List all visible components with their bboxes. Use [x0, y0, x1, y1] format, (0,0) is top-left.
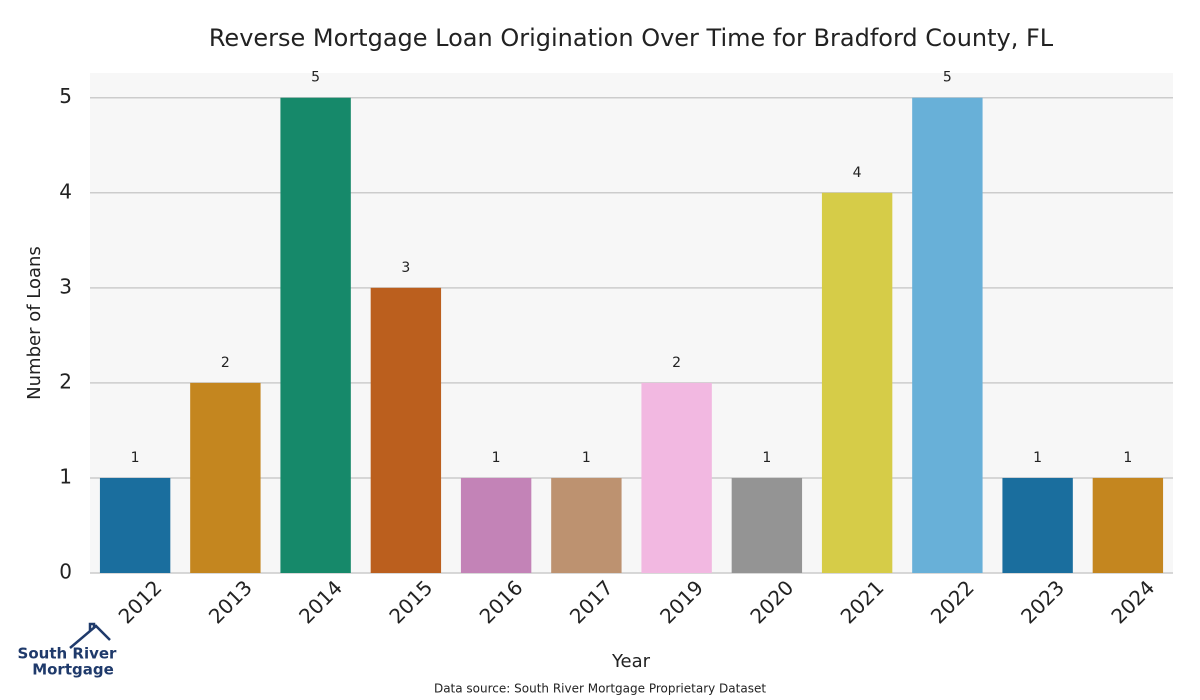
bar: [912, 97, 983, 573]
x-axis-label: Year: [611, 651, 651, 672]
x-tick-label: 2015: [384, 575, 437, 628]
x-tick-label: 2012: [114, 575, 167, 628]
bar: [1002, 477, 1073, 573]
data-label: 2: [221, 355, 230, 371]
data-label: 5: [943, 70, 952, 86]
y-tick-label: 1: [59, 464, 72, 488]
bar: [821, 192, 893, 574]
data-label: 1: [762, 450, 771, 466]
data-label: 1: [492, 450, 501, 466]
plot-background: [90, 73, 1173, 573]
bar: [280, 97, 351, 573]
source-note: Data source: South River Mortgage Propri…: [434, 682, 766, 696]
x-tick-label: 2016: [475, 575, 528, 628]
x-tick-label: 2020: [745, 575, 798, 628]
chart-title: Reverse Mortgage Loan Origination Over T…: [209, 24, 1054, 52]
data-label: 1: [1123, 450, 1132, 466]
bar: [99, 477, 171, 573]
bar: [190, 382, 261, 573]
data-label: 1: [1033, 450, 1042, 466]
x-tick-label: 2017: [565, 575, 618, 628]
bar: [641, 382, 712, 573]
x-tick-label: 2024: [1106, 575, 1159, 628]
bar: [370, 287, 442, 573]
x-tick-label: 2021: [836, 575, 889, 628]
y-tick-label: 3: [59, 274, 72, 298]
y-tick-label: 0: [59, 560, 72, 584]
logo-text: South River: [18, 645, 118, 663]
bar: [731, 477, 803, 573]
x-tick-label: 2022: [926, 575, 979, 628]
y-tick-label: 5: [59, 84, 72, 108]
logo: South River Mortgage: [18, 622, 118, 679]
logo-roof: [69, 622, 111, 649]
y-axis-label: Number of Loans: [24, 246, 45, 400]
data-label: 1: [131, 450, 140, 466]
x-tick-label: 2019: [655, 575, 708, 628]
y-tick-label: 4: [59, 179, 72, 203]
bar: [460, 477, 532, 573]
y-tick-label: 2: [59, 369, 72, 393]
x-tick-label: 2023: [1016, 575, 1069, 628]
data-label: 1: [582, 450, 591, 466]
data-label: 5: [311, 70, 320, 86]
bar: [551, 477, 622, 573]
data-label: 3: [401, 260, 410, 276]
data-label: 4: [853, 165, 862, 181]
data-label: 2: [672, 355, 681, 371]
logo-text: Mortgage: [32, 661, 114, 679]
x-tick-label: 2014: [294, 575, 347, 628]
x-tick-label: 2013: [204, 575, 257, 628]
bar: [1092, 477, 1164, 573]
